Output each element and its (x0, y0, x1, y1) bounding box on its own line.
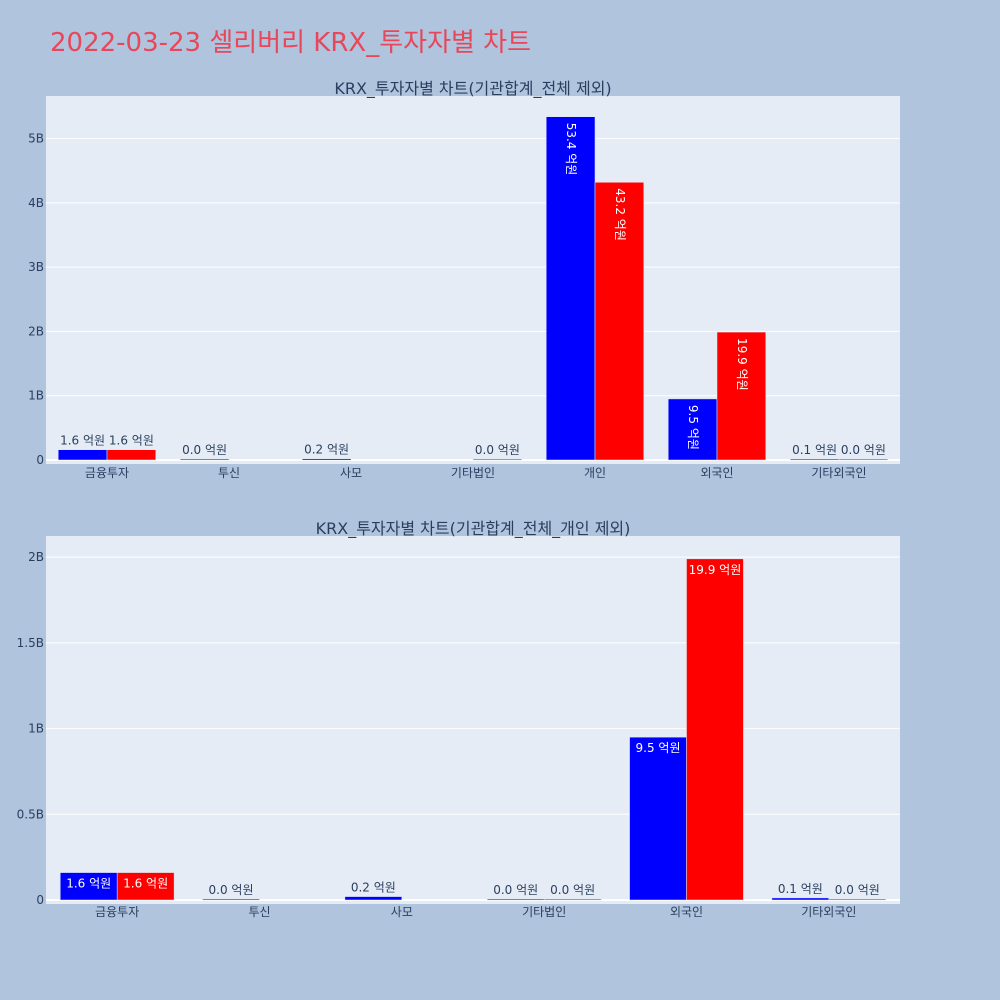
bar (301, 458, 352, 461)
bar (686, 558, 744, 901)
bar (116, 872, 175, 901)
chart-title: KRX_투자자별 차트(기관합계_전체_개인 제외) (316, 519, 631, 539)
x-tick-label: 기타외국인 (801, 905, 856, 919)
bar (667, 398, 718, 461)
x-tick-label: 기타외국인 (811, 466, 866, 480)
bar (789, 458, 840, 461)
data-label: 0.2 억원 (351, 881, 396, 895)
data-label: 0.2 억원 (304, 443, 349, 457)
data-label: 0.0 억원 (182, 443, 227, 457)
data-label: 0.1 억원 (792, 443, 837, 457)
data-label: 9.5 억원 (686, 405, 700, 450)
bar (486, 898, 545, 901)
bar (838, 458, 889, 461)
chart-panel-1: 0 1B 2B 3B 4B 5B KRX_투자자별 차트(기관합계_전체 제외) 금융투자 1.… (28, 79, 900, 480)
bar (543, 898, 602, 901)
x-tick-label: 외국인 (670, 905, 703, 919)
bar (771, 897, 830, 901)
y-tick-label: 4B (28, 196, 44, 210)
x-tick-label: 투신 (218, 466, 240, 480)
bar (828, 898, 887, 901)
chart-title: KRX_투자자별 차트(기관합계_전체 제외) (334, 79, 611, 99)
data-label: 1.6 억원 (109, 434, 154, 448)
data-label: 53.4 억원 (564, 123, 578, 176)
chart-panel-2: 0 0.5B 1B 1.5B 2B KRX_투자자별 차트(기관합계_전체_개인 제외) 금… (17, 519, 900, 919)
y-tick-label: 2B (28, 324, 44, 338)
data-label: 0.0 억원 (841, 443, 886, 457)
data-label: 0.1 억원 (778, 882, 823, 896)
data-label: 0.0 억원 (493, 883, 538, 897)
plot-background (46, 536, 900, 904)
y-tick-label: 0 (36, 893, 44, 907)
bar (202, 898, 260, 901)
bar (57, 449, 108, 461)
y-tick-label: 5B (28, 132, 44, 146)
x-tick-label: 금융투자 (95, 905, 139, 919)
x-tick-label: 투신 (248, 905, 270, 919)
data-label: 0.0 억원 (550, 883, 595, 897)
x-tick-label: 기타법인 (451, 466, 495, 480)
bar (59, 872, 118, 901)
x-tick-label: 기타법인 (522, 905, 566, 919)
plot-background (46, 96, 900, 464)
bar (594, 182, 645, 461)
data-label: 0.0 억원 (475, 443, 520, 457)
x-tick-label: 사모 (391, 905, 413, 919)
data-label: 0.0 억원 (209, 883, 254, 897)
bar (106, 449, 157, 461)
x-tick-label: 개인 (584, 466, 606, 480)
bar (344, 896, 403, 901)
bar (629, 736, 687, 901)
page-title: 2022-03-23 셀리버리 KRX_투자자별 차트 (50, 28, 532, 58)
data-label: 1.6 억원 (66, 877, 111, 891)
data-label: 1.6 억원 (123, 877, 168, 891)
bar (472, 458, 523, 461)
y-tick-label: 1B (28, 389, 44, 403)
y-tick-label: 0 (36, 453, 44, 467)
x-tick-label: 금융투자 (85, 466, 129, 480)
data-label: 1.6 억원 (60, 434, 105, 448)
data-label: 19.9 억원 (735, 338, 749, 391)
y-tick-label: 3B (28, 260, 44, 274)
data-label: 9.5 억원 (636, 741, 681, 755)
y-tick-label: 0.5B (17, 807, 44, 821)
data-label: 43.2 억원 (613, 188, 627, 241)
bar (716, 331, 767, 461)
y-tick-label: 1.5B (17, 636, 44, 650)
x-tick-label: 사모 (340, 466, 362, 480)
bar (179, 458, 230, 461)
x-tick-label: 외국인 (700, 466, 733, 480)
y-tick-label: 2B (28, 550, 44, 564)
data-label: 19.9 억원 (689, 563, 742, 577)
data-label: 0.0 억원 (835, 883, 880, 897)
y-tick-label: 1B (28, 722, 44, 736)
